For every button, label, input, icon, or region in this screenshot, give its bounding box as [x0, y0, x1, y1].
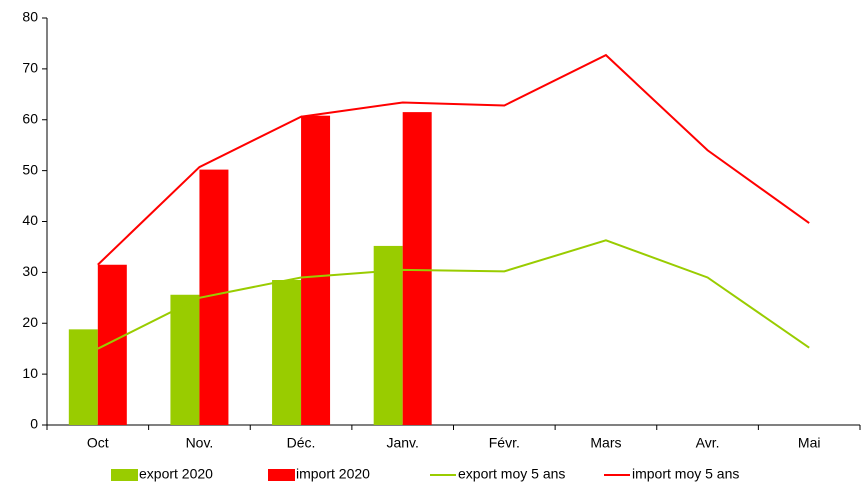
x-tick-label: Févr.: [489, 435, 520, 451]
y-tick-label: 30: [22, 263, 38, 279]
x-tick-label: Mai: [798, 435, 821, 451]
bar: [272, 280, 302, 425]
legend-label: export 2020: [139, 466, 213, 482]
legend-swatch: [111, 469, 138, 481]
bar: [402, 112, 432, 426]
y-tick-label: 40: [22, 212, 38, 228]
bar: [170, 294, 200, 425]
y-tick-label: 20: [22, 314, 38, 330]
bar: [97, 264, 127, 425]
x-tick-label: Avr.: [696, 435, 720, 451]
x-tick-label: Oct: [87, 435, 109, 451]
legend-label: import 2020: [296, 466, 370, 482]
x-tick-label: Nov.: [186, 435, 214, 451]
bar: [68, 329, 98, 425]
y-tick-label: 10: [22, 365, 38, 381]
bar: [373, 245, 403, 425]
line: [97, 53, 810, 266]
x-tick-label: Janv.: [386, 435, 418, 451]
y-tick-label: 0: [30, 416, 38, 432]
line: [97, 239, 810, 350]
x-tick-label: Mars: [590, 435, 621, 451]
legend-swatch: [268, 469, 295, 481]
y-tick-label: 50: [22, 161, 38, 177]
y-tick-label: 70: [22, 60, 38, 76]
bar: [301, 115, 331, 426]
x-tick-label: Déc.: [287, 435, 316, 451]
legend-label: import moy 5 ans: [632, 466, 739, 482]
y-tick-label: 60: [22, 110, 38, 126]
legend-label: export moy 5 ans: [458, 466, 565, 482]
y-tick-label: 80: [22, 9, 38, 25]
